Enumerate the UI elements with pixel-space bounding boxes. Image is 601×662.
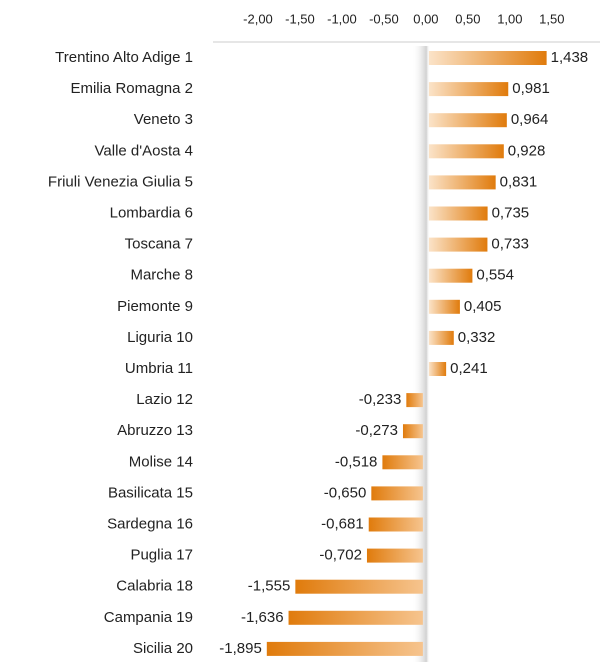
category-label: Piemonte 9 xyxy=(117,298,193,315)
bar xyxy=(428,206,488,221)
bar xyxy=(428,175,496,190)
value-label: 0,554 xyxy=(476,267,514,284)
bar xyxy=(428,362,447,376)
bar xyxy=(371,486,423,501)
category-label: Basilicata 15 xyxy=(108,484,193,501)
x-tick-label: 0,50 xyxy=(455,11,480,26)
category-label: Calabria 18 xyxy=(116,578,193,595)
x-tick-label: 1,50 xyxy=(539,11,564,26)
category-label: Campania 19 xyxy=(104,609,193,626)
value-label: -0,233 xyxy=(359,391,402,408)
bar xyxy=(266,641,423,656)
value-label: 1,438 xyxy=(551,49,589,66)
category-label: Molise 14 xyxy=(129,453,193,470)
x-tick-label: 0,00 xyxy=(413,11,438,26)
value-label: -1,636 xyxy=(241,609,284,626)
bar xyxy=(406,393,423,408)
category-label: Liguria 10 xyxy=(127,329,193,346)
bar xyxy=(428,51,547,65)
value-label: -0,518 xyxy=(335,453,378,470)
bar xyxy=(428,330,454,345)
category-label: Puglia 17 xyxy=(130,547,193,564)
value-label: 0,831 xyxy=(500,173,538,190)
x-tick-label: -1,50 xyxy=(285,11,315,26)
category-label: Friuli Venezia Giulia 5 xyxy=(48,173,193,190)
bar xyxy=(428,299,460,314)
value-label: -0,681 xyxy=(321,515,364,532)
x-tick-label: -2,00 xyxy=(243,11,273,26)
category-label: Umbria 11 xyxy=(125,360,193,377)
category-label: Sardegna 16 xyxy=(107,515,193,532)
category-label: Veneto 3 xyxy=(134,111,193,128)
value-label: -0,702 xyxy=(319,547,362,564)
value-label: 0,241 xyxy=(450,360,488,377)
bar xyxy=(402,424,423,439)
bar xyxy=(366,548,423,563)
category-label: Toscana 7 xyxy=(125,236,193,253)
zero-shadow xyxy=(411,46,430,662)
bar xyxy=(428,82,509,97)
value-label: 0,733 xyxy=(491,236,529,253)
bar xyxy=(368,517,423,532)
value-label: -0,650 xyxy=(324,484,367,501)
bar xyxy=(295,579,423,594)
value-label: -1,555 xyxy=(248,578,291,595)
value-label: -1,895 xyxy=(219,640,262,657)
category-label: Sicilia 20 xyxy=(133,640,193,657)
value-label: 0,332 xyxy=(458,329,496,346)
category-label: Emilia Romagna 2 xyxy=(70,80,193,97)
bar xyxy=(288,610,423,625)
bar xyxy=(428,268,473,283)
category-label: Valle d'Aosta 4 xyxy=(95,142,193,159)
value-label: 0,405 xyxy=(464,298,502,315)
x-tick-label: -1,00 xyxy=(327,11,357,26)
bar xyxy=(428,237,488,252)
category-label: Marche 8 xyxy=(130,267,193,284)
x-tick-label: 1,00 xyxy=(497,11,522,26)
value-label: 0,735 xyxy=(492,204,530,221)
bar xyxy=(428,144,504,159)
category-label: Trentino Alto Adige 1 xyxy=(55,49,193,66)
value-label: 0,964 xyxy=(511,111,549,128)
value-label: 0,981 xyxy=(512,80,550,97)
value-label: 0,928 xyxy=(508,142,546,159)
category-label: Lazio 12 xyxy=(136,391,193,408)
x-tick-label: -0,50 xyxy=(369,11,399,26)
bar xyxy=(382,455,423,470)
bar xyxy=(428,113,507,128)
value-label: -0,273 xyxy=(355,422,398,439)
category-label: Lombardia 6 xyxy=(110,204,193,221)
category-label: Abruzzo 13 xyxy=(117,422,193,439)
